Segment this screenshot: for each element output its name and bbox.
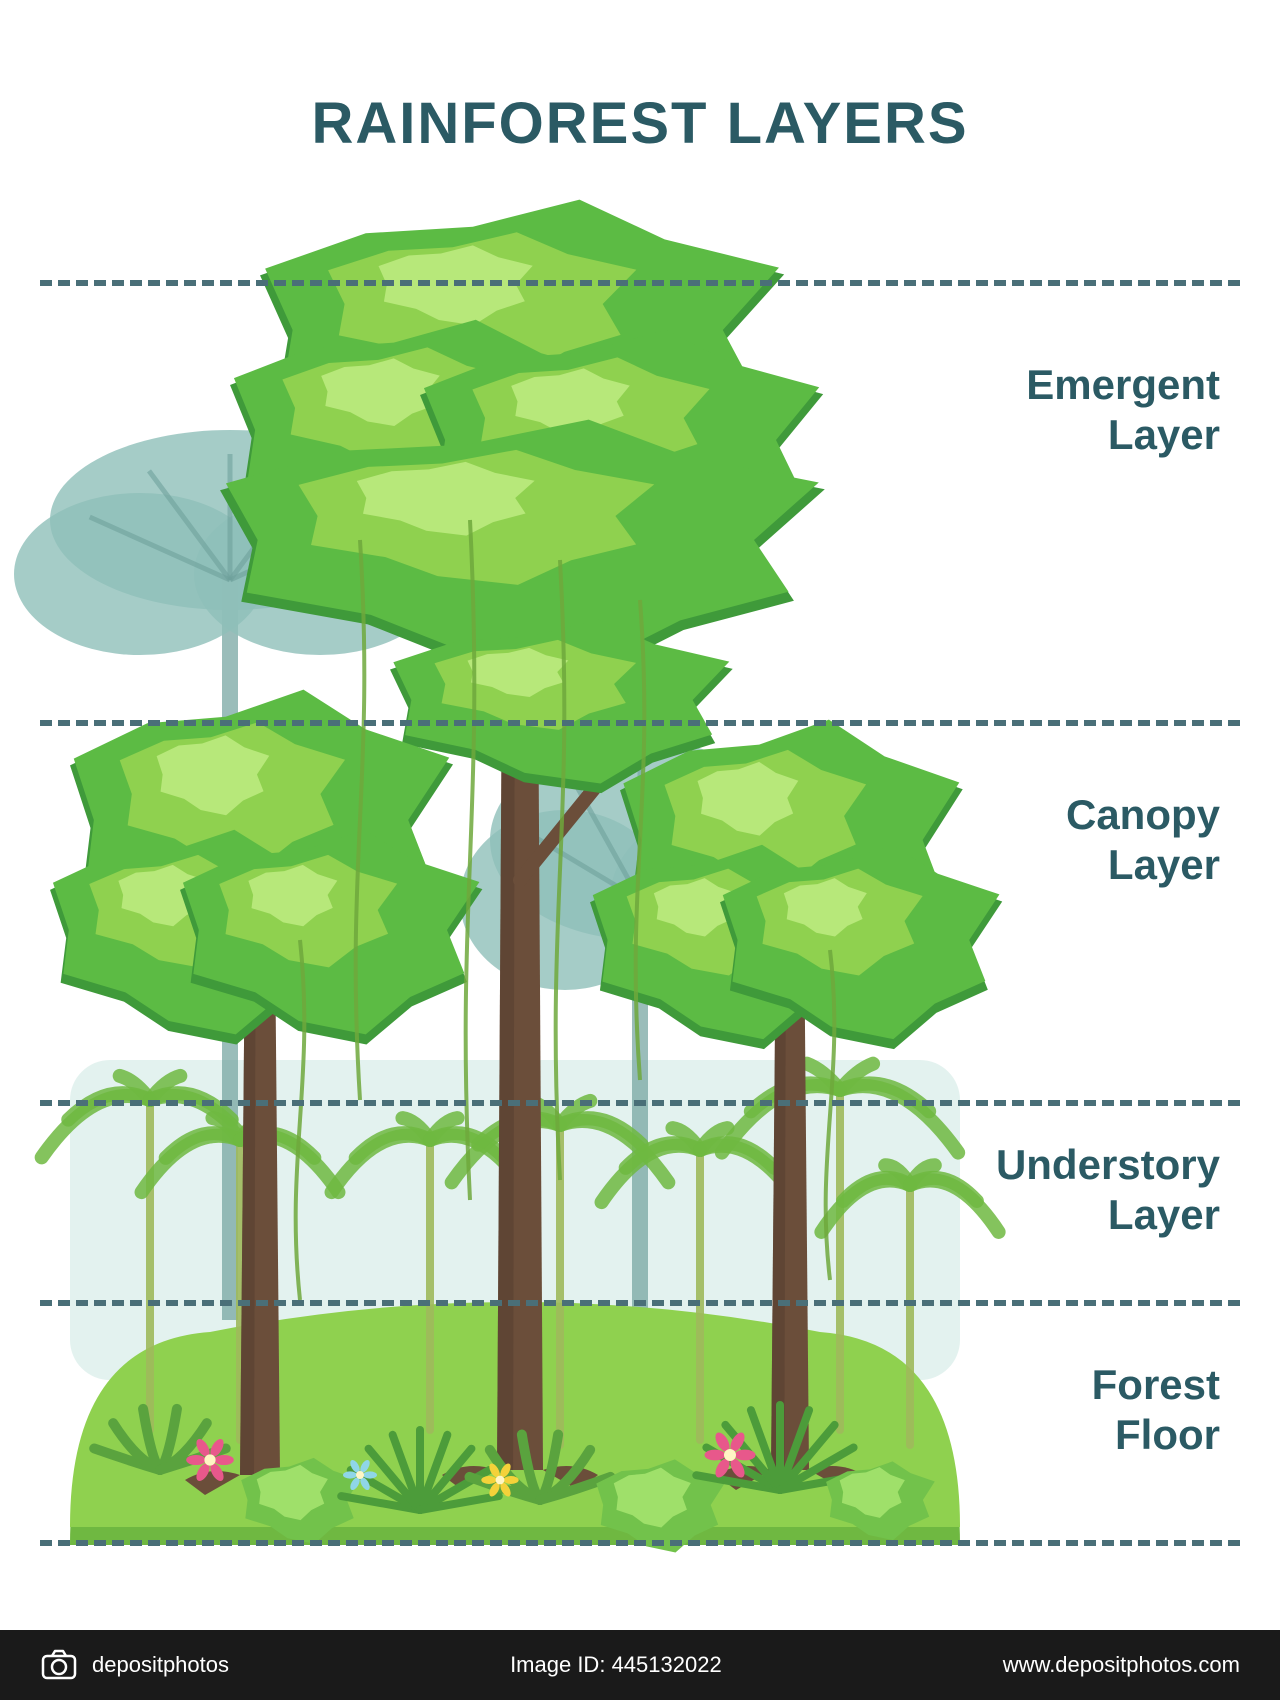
divider-0 (40, 280, 1240, 286)
watermark-footer: depositphotos Image ID: 445132022 www.de… (0, 1630, 1280, 1700)
divider-1 (40, 720, 1240, 726)
label-floor: Forest Floor (1092, 1360, 1220, 1461)
camera-icon (40, 1646, 78, 1684)
label-emergent: Emergent Layer (1026, 360, 1220, 461)
label-canopy: Canopy Layer (1066, 790, 1220, 891)
divider-3 (40, 1300, 1240, 1306)
label-understory: Understory Layer (996, 1140, 1220, 1241)
brand-text: depositphotos (92, 1652, 229, 1678)
site-url: www.depositphotos.com (1003, 1652, 1240, 1678)
brand: depositphotos (40, 1646, 229, 1684)
diagram-title: RAINFOREST LAYERS (0, 90, 1280, 157)
image-id: Image ID: 445132022 (510, 1652, 722, 1678)
divider-4 (40, 1540, 1240, 1546)
divider-2 (40, 1100, 1240, 1106)
